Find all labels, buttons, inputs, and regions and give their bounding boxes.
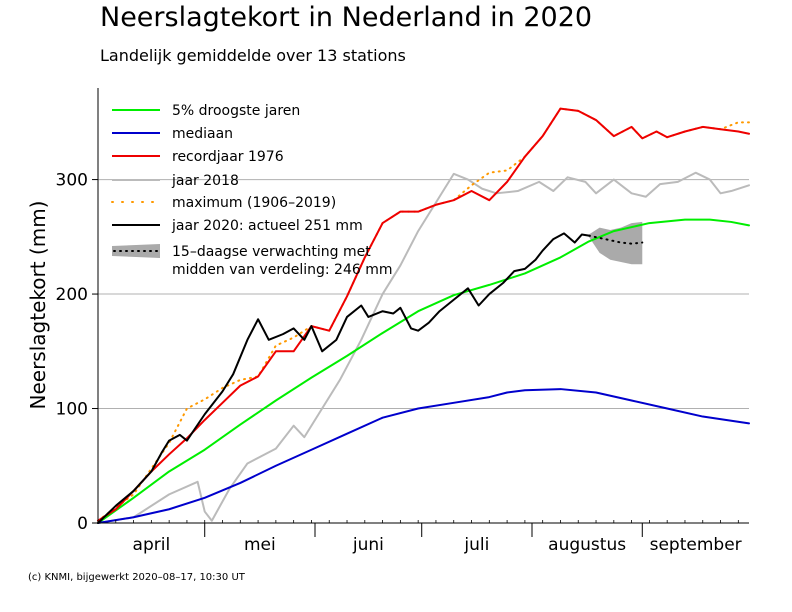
legend-label: jaar 2018 (171, 173, 239, 189)
series-line-3 (97, 171, 750, 524)
series-line-2 (97, 107, 750, 522)
grid-lines (98, 179, 749, 410)
x-month-label: juni (352, 535, 384, 555)
legend-label: mediaan (172, 126, 233, 142)
legend-label: recordjaar 1976 (172, 149, 284, 165)
series-line-0 (97, 218, 750, 524)
series-line-5 (97, 232, 590, 524)
legend-swatch (112, 244, 160, 258)
footer-credit: (c) KNMI, bijgewerkt 2020–08–17, 10:30 U… (28, 572, 245, 583)
y-tick-label: 100 (56, 400, 88, 420)
legend-label: jaar 2020: actueel 251 mm (171, 218, 363, 234)
forecast-band (588, 221, 643, 265)
axes: 0 100 200 300 april mei juni juli augustus septem… (56, 88, 749, 555)
series-line-1 (97, 388, 750, 524)
chart-title: Neerslagtekort in Nederland in 2020 (100, 2, 593, 33)
legend: 5% droogste jaren mediaan recordjaar 1976 j… (111, 103, 393, 278)
x-month-label: september (650, 535, 742, 555)
legend-label: 5% droogste jaren (172, 103, 300, 119)
y-axis-label: Neerslagtekort (mm) (26, 201, 50, 410)
legend-label: 15–daagse verwachting met (172, 244, 371, 260)
x-month-label: mei (244, 535, 276, 555)
y-tick-label: 0 (77, 514, 88, 534)
x-month-label: juli (463, 535, 489, 555)
series-line-4 (97, 107, 750, 522)
x-month-label: augustus (548, 535, 626, 555)
chart-subtitle: Landelijk gemiddelde over 13 stations (100, 46, 406, 65)
x-month-label: april (133, 535, 171, 555)
y-tick-label: 200 (56, 285, 88, 305)
legend-label: maximum (1906–2019) (172, 195, 336, 211)
legend-label: midden van verdeling: 246 mm (172, 262, 393, 278)
forecast-uncertainty-band (588, 221, 643, 265)
series-lines (97, 107, 750, 524)
y-tick-label: 300 (56, 171, 88, 191)
